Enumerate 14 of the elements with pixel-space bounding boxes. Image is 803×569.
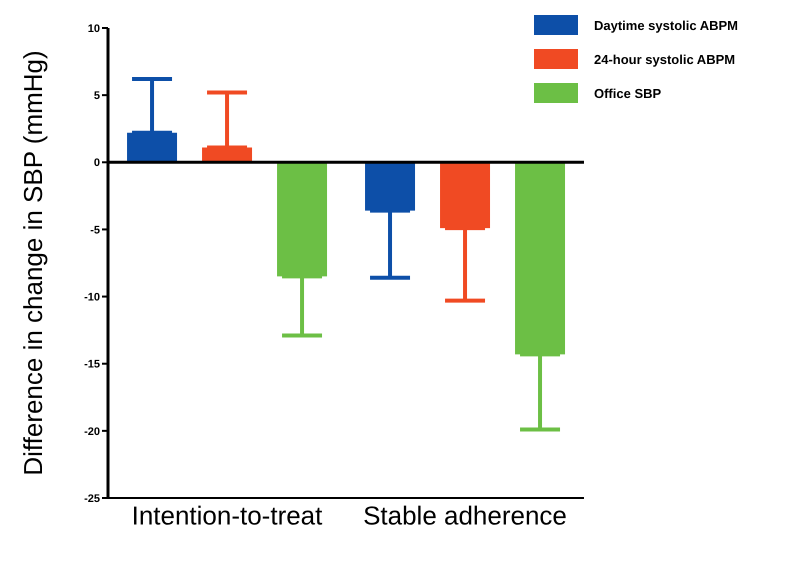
x-tick-label: Stable adherence	[363, 500, 567, 530]
y-tick-label: 10	[88, 22, 100, 35]
y-tick-label: -25	[84, 492, 100, 505]
x-tick-label: Intention-to-treat	[132, 500, 324, 530]
y-tick-label: -15	[84, 358, 100, 371]
legend-label: Office SBP	[594, 86, 662, 100]
legend-label: 24-hour systolic ABPM	[594, 52, 736, 66]
y-tick-label: -20	[84, 426, 100, 438]
y-tick-label: -5	[90, 224, 100, 236]
y-tick-label: 5	[94, 90, 100, 102]
y-tick-label: 0	[94, 157, 100, 170]
y-axis-title: Difference in change in SBP (mmHg)	[18, 50, 48, 476]
y-tick-label: -10	[84, 291, 100, 304]
legend-label: Daytime systolic ABPM	[594, 18, 738, 32]
